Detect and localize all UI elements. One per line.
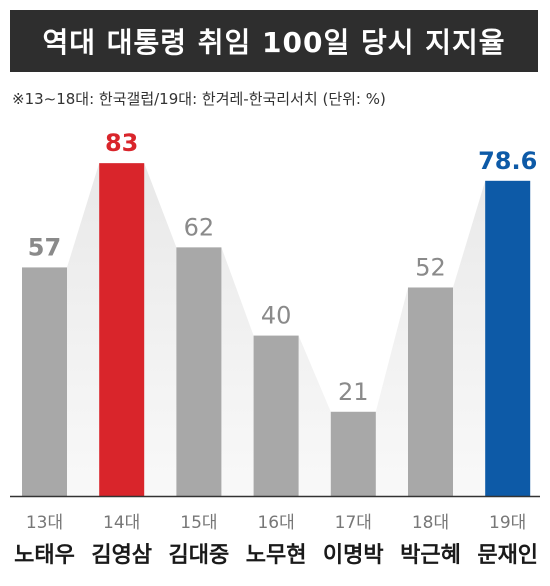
data-label: 52 [415,253,446,281]
tick-label-term: 13대 [26,513,63,533]
tick-label-term: 15대 [180,513,217,533]
bar [408,287,453,496]
tick-label-president: 문재인 [477,543,538,568]
data-label: 62 [184,213,215,241]
tick-label-president: 노태우 [14,543,75,568]
tick-label-term: 16대 [257,513,294,533]
tick-label-president: 김대중 [169,543,230,568]
tick-label-term: 18대 [412,513,449,533]
chart-subtitle: ※13∼18대: 한국갤럽/19대: 한겨레-한국리서치 (단위: %) [12,90,386,108]
data-label: 78.6 [478,147,537,175]
data-label: 57 [28,233,61,261]
bar [176,247,222,496]
tick-label-term: 19대 [489,513,526,533]
bar [253,335,299,496]
chart-title: 역대 대통령 취임 100일 당시 지지율 [10,10,538,72]
data-label: 21 [338,378,369,406]
bar [485,180,531,496]
data-label: 83 [105,129,138,157]
tick-label-term: 14대 [103,513,140,533]
bar [22,267,67,496]
data-label: 40 [261,302,292,330]
tick-label-president: 박근혜 [400,543,461,568]
tick-label-term: 17대 [335,513,372,533]
bar-connector-shadow [22,163,531,497]
tick-label-president: 노무현 [246,543,307,568]
bar [99,163,145,497]
tick-label-president: 이명박 [323,543,384,568]
tick-label-president: 김영삼 [91,543,152,568]
bar [330,411,376,496]
